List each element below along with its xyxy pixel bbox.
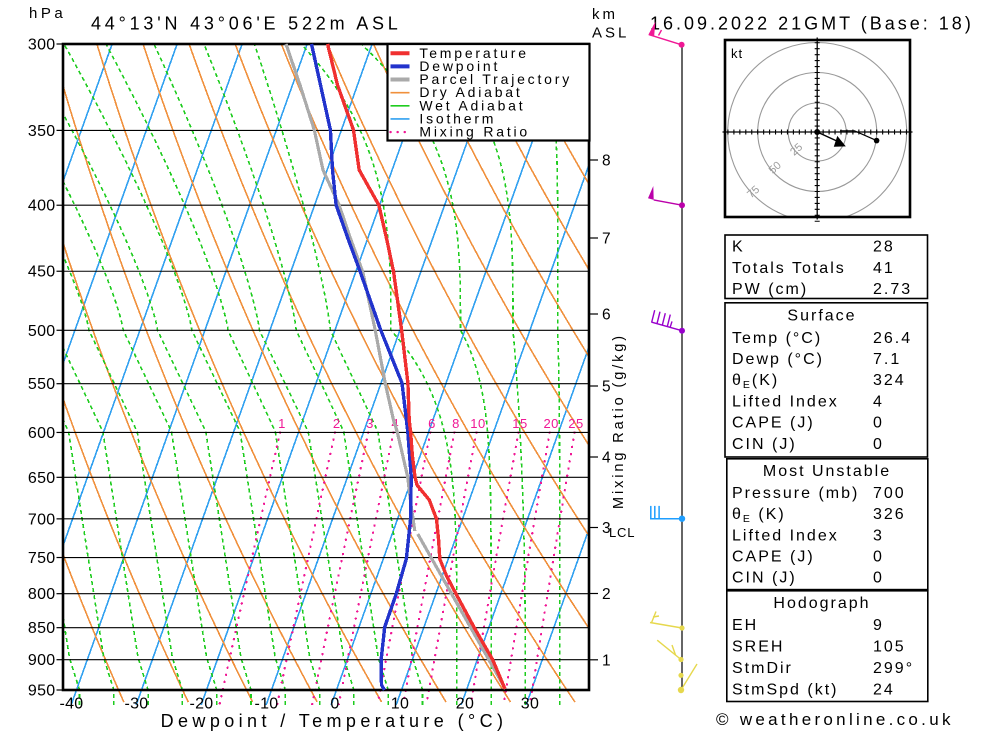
svg-text:8: 8 xyxy=(452,416,460,431)
svg-text:299°: 299° xyxy=(873,660,914,677)
svg-text:-30: -30 xyxy=(124,696,148,713)
svg-text:10: 10 xyxy=(470,416,485,431)
svg-text:Pressure (mb): Pressure (mb) xyxy=(732,485,859,502)
svg-text:300: 300 xyxy=(28,37,56,54)
svg-text:105: 105 xyxy=(873,639,906,656)
svg-text:400: 400 xyxy=(28,198,56,215)
svg-text:41: 41 xyxy=(873,260,895,277)
svg-text:Wet Adiabat: Wet Adiabat xyxy=(419,97,525,113)
svg-text:StmSpd (kt): StmSpd (kt) xyxy=(732,681,838,698)
svg-text:CAPE (J): CAPE (J) xyxy=(732,549,815,566)
svg-text:Mixing Ratio (g/kg): Mixing Ratio (g/kg) xyxy=(611,333,627,509)
svg-text:0: 0 xyxy=(873,436,884,453)
svg-text:PW (cm): PW (cm) xyxy=(732,281,808,298)
svg-text:3: 3 xyxy=(366,416,374,431)
svg-text:950: 950 xyxy=(28,683,56,700)
svg-text:1: 1 xyxy=(278,416,286,431)
svg-text:Lifted Index: Lifted Index xyxy=(732,527,839,544)
svg-text:550: 550 xyxy=(28,376,56,393)
svg-text:Dewp (°C): Dewp (°C) xyxy=(732,351,824,368)
svg-text:700: 700 xyxy=(28,511,56,528)
svg-text:Dewpoint: Dewpoint xyxy=(419,58,500,74)
svg-text:6: 6 xyxy=(602,307,611,324)
svg-text:Dewpoint / Temperature (°C): Dewpoint / Temperature (°C) xyxy=(161,711,508,731)
svg-text:CIN (J): CIN (J) xyxy=(732,570,797,587)
svg-text:7: 7 xyxy=(602,231,611,248)
svg-text:0: 0 xyxy=(873,570,884,587)
svg-text:28: 28 xyxy=(873,239,895,256)
svg-text:LCL: LCL xyxy=(609,525,635,540)
svg-text:30: 30 xyxy=(521,696,539,713)
svg-text:kt: kt xyxy=(731,46,743,61)
svg-text:SREH: SREH xyxy=(732,639,784,656)
svg-text:-10: -10 xyxy=(254,696,278,713)
svg-text:CIN (J): CIN (J) xyxy=(732,436,797,453)
svg-text:-40: -40 xyxy=(59,696,83,713)
svg-text:Most Unstable: Most Unstable xyxy=(763,463,891,480)
svg-text:20: 20 xyxy=(543,416,558,431)
svg-text:50: 50 xyxy=(767,159,784,176)
svg-text:θE (K): θE (K) xyxy=(732,506,786,525)
svg-text:5: 5 xyxy=(602,379,611,396)
svg-text:850: 850 xyxy=(28,620,56,637)
svg-text:ASL: ASL xyxy=(592,25,629,42)
svg-text:Surface: Surface xyxy=(787,308,856,325)
svg-text:600: 600 xyxy=(28,425,56,442)
svg-text:Lifted Index: Lifted Index xyxy=(732,393,839,410)
svg-text:K: K xyxy=(732,239,745,256)
svg-text:800: 800 xyxy=(28,586,56,603)
svg-text:44°13'N 43°06'E 522m ASL: 44°13'N 43°06'E 522m ASL xyxy=(91,14,402,34)
svg-text:900: 900 xyxy=(28,652,56,669)
svg-text:0: 0 xyxy=(873,415,884,432)
svg-text:3: 3 xyxy=(873,527,884,544)
svg-text:450: 450 xyxy=(28,264,56,281)
svg-text:6: 6 xyxy=(428,416,436,431)
svg-text:Mixing Ratio: Mixing Ratio xyxy=(419,124,530,140)
svg-text:16.09.2022 21GMT (Base: 18): 16.09.2022 21GMT (Base: 18) xyxy=(650,14,974,34)
svg-text:km: km xyxy=(592,6,618,23)
svg-text:15: 15 xyxy=(512,416,527,431)
svg-text:26.4: 26.4 xyxy=(873,330,912,347)
svg-text:25: 25 xyxy=(568,416,583,431)
svg-text:20: 20 xyxy=(456,696,474,713)
svg-text:4: 4 xyxy=(602,450,611,467)
svg-text:© weatheronline.co.uk: © weatheronline.co.uk xyxy=(716,710,954,729)
svg-text:Temp (°C): Temp (°C) xyxy=(732,330,822,347)
svg-text:StmDir: StmDir xyxy=(732,660,793,677)
svg-text:Isotherm: Isotherm xyxy=(419,110,496,126)
svg-text:Parcel Trajectory: Parcel Trajectory xyxy=(419,71,572,87)
svg-text:350: 350 xyxy=(28,123,56,140)
svg-text:1: 1 xyxy=(602,652,611,669)
svg-text:650: 650 xyxy=(28,470,56,487)
svg-text:324: 324 xyxy=(873,372,906,389)
svg-text:Hodograph: Hodograph xyxy=(773,595,870,612)
svg-text:Dry Adiabat: Dry Adiabat xyxy=(419,84,522,100)
svg-text:3: 3 xyxy=(602,520,611,537)
svg-text:9: 9 xyxy=(873,617,884,634)
svg-text:750: 750 xyxy=(28,550,56,567)
svg-text:24: 24 xyxy=(873,681,895,698)
svg-text:2: 2 xyxy=(602,586,611,603)
svg-text:0: 0 xyxy=(873,549,884,566)
svg-text:0: 0 xyxy=(330,696,339,713)
svg-text:2: 2 xyxy=(333,416,341,431)
svg-text:EH: EH xyxy=(732,617,758,634)
svg-text:10: 10 xyxy=(391,696,409,713)
svg-text:4: 4 xyxy=(873,393,884,410)
svg-text:CAPE (J): CAPE (J) xyxy=(732,415,815,432)
svg-text:500: 500 xyxy=(28,323,56,340)
svg-text:75: 75 xyxy=(745,184,762,201)
svg-text:-20: -20 xyxy=(189,696,213,713)
svg-text:hPa: hPa xyxy=(29,5,66,22)
svg-text:700: 700 xyxy=(873,485,906,502)
svg-text:Temperature: Temperature xyxy=(419,45,528,61)
svg-text:θE(K): θE(K) xyxy=(732,372,779,391)
svg-text:326: 326 xyxy=(873,506,906,523)
svg-text:2.73: 2.73 xyxy=(873,281,912,298)
svg-text:8: 8 xyxy=(602,153,611,170)
svg-text:Totals Totals: Totals Totals xyxy=(732,260,846,277)
svg-text:7.1: 7.1 xyxy=(873,351,901,368)
